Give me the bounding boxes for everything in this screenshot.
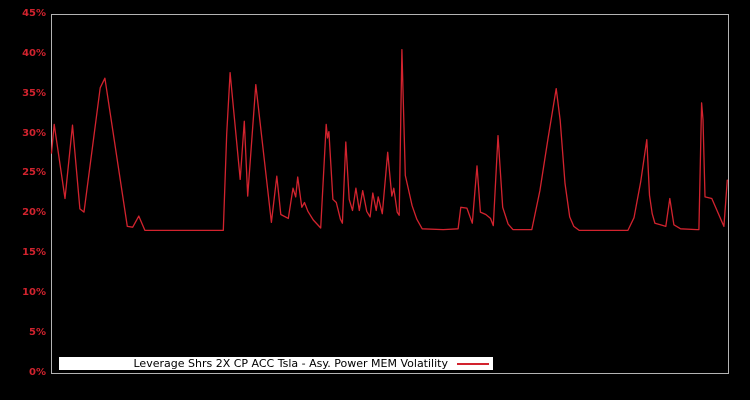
plot-border [51, 14, 729, 374]
legend-label: Leverage Shrs 2X CP ACC Tsla - Asy. Powe… [133, 357, 449, 370]
y-tick-label: 15% [22, 247, 46, 258]
legend-line-sample [457, 362, 489, 365]
y-tick-label: 25% [22, 167, 46, 179]
y-tick-label: 40% [22, 47, 46, 59]
y-tick-label: 5% [29, 326, 46, 338]
y-tick-label: 20% [22, 207, 46, 219]
volatility-series-line [50, 48, 728, 232]
y-tick-label: 45% [22, 8, 46, 19]
legend: Leverage Shrs 2X CP ACC Tsla - Asy. Powe… [59, 357, 493, 370]
y-tick-label: 35% [22, 87, 46, 99]
y-tick-label: 0% [29, 366, 46, 378]
y-tick-label: 30% [22, 127, 46, 139]
y-tick-label: 10% [22, 286, 46, 298]
